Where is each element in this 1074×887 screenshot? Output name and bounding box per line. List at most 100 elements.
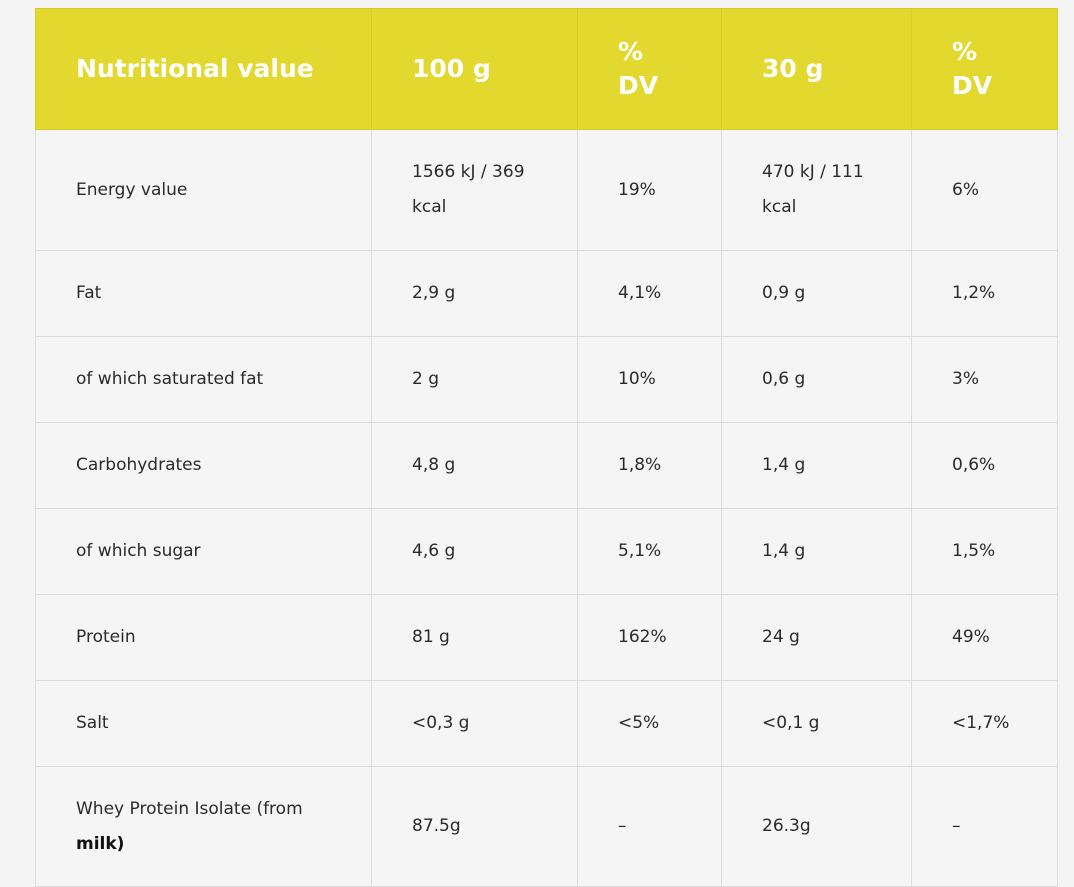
cell-text: 6% (952, 179, 979, 200)
table-row: Carbohydrates 4,8 g 1,8% 1,4 g 0,6% (35, 422, 1058, 509)
cell-text: 0,6% (952, 455, 996, 475)
table-cell: 4,1% (577, 250, 722, 337)
cell-text: 1,2% (952, 283, 996, 303)
table-cell: Salt (35, 680, 372, 767)
cell-text: Energy value (76, 179, 188, 200)
table-cell: of which sugar (35, 508, 372, 595)
cell-text: Carbohydrates (76, 455, 202, 475)
table-cell: 26.3g (721, 766, 912, 887)
cell-text: 10% (618, 369, 656, 389)
table-row: Fat 2,9 g 4,1% 0,9 g 1,2% (35, 250, 1058, 337)
cell-text: 5,1% (618, 541, 662, 561)
table-cell: 19% (577, 129, 722, 251)
table-cell: 0,6 g (721, 336, 912, 423)
table-cell: 1,2% (911, 250, 1058, 337)
cell-text: 1,4 g (762, 541, 806, 561)
table-cell: 1,8% (577, 422, 722, 509)
cell-text: 162% (618, 627, 667, 647)
cell-text: 1,5% (952, 541, 996, 561)
cell-text-bold: milk) (76, 833, 125, 854)
cell-text: 24 g (762, 627, 800, 647)
table-row: of which sugar 4,6 g 5,1% 1,4 g 1,5% (35, 508, 1058, 595)
cell-text: – (952, 816, 961, 836)
header-text: % DV (618, 37, 659, 100)
table-cell: 24 g (721, 594, 912, 681)
table-cell: 4,6 g (371, 508, 578, 595)
table-row: Whey Protein Isolate (from milk) 87.5g – 26… (35, 766, 1058, 887)
table-row: Salt <0,3 g <5% <0,1 g <1,7% (35, 680, 1058, 767)
cell-text: of which sugar (76, 541, 201, 561)
cell-text: <5% (618, 713, 660, 733)
table-cell: – (911, 766, 1058, 887)
table-cell: 162% (577, 594, 722, 681)
table-row: Energy value 1566 kJ / 369 kcal 19% 470 kJ … (35, 129, 1058, 251)
cell-text: 2 g (412, 369, 440, 389)
nutrition-table: Nutritional value 100 g % DV 30 g % DV Energ… (35, 8, 1058, 887)
table-row: of which saturated fat 2 g 10% 0,6 g 3% (35, 336, 1058, 423)
table-cell: 81 g (371, 594, 578, 681)
table-cell: Fat (35, 250, 372, 337)
header-cell: 100 g (371, 8, 578, 130)
header-row: Nutritional value 100 g % DV 30 g % DV (35, 8, 1058, 130)
table-cell: 10% (577, 336, 722, 423)
table-cell: Energy value (35, 129, 372, 251)
cell-text: 4,1% (618, 283, 662, 303)
cell-text: 3% (952, 369, 979, 389)
table-cell: 49% (911, 594, 1058, 681)
table-cell: 470 kJ / 111 kcal (721, 129, 912, 251)
table-cell: Protein (35, 594, 372, 681)
cell-text: 26.3g (762, 816, 811, 836)
table-header: Nutritional value 100 g % DV 30 g % DV (35, 8, 1058, 130)
header-cell: % DV (911, 8, 1058, 130)
table-cell: 0,6% (911, 422, 1058, 509)
cell-text: 87.5g (412, 816, 461, 836)
header-text: 30 g (762, 54, 824, 83)
cell-text: 0,9 g (762, 283, 806, 303)
header-text: 100 g (412, 54, 491, 83)
table-cell: <0,3 g (371, 680, 578, 767)
table-cell: <5% (577, 680, 722, 767)
cell-text: Protein (76, 627, 136, 647)
table-cell: 4,8 g (371, 422, 578, 509)
cell-text: 1,4 g (762, 455, 806, 475)
cell-text: 81 g (412, 627, 450, 647)
table-cell: Whey Protein Isolate (from milk) (35, 766, 372, 887)
table-cell: 0,9 g (721, 250, 912, 337)
cell-text: 1,8% (618, 455, 662, 475)
table-cell: 5,1% (577, 508, 722, 595)
header-text: Nutritional value (76, 54, 314, 83)
table-cell: 6% (911, 129, 1058, 251)
cell-text: 0,6 g (762, 369, 806, 389)
cell-text: 4,8 g (412, 455, 456, 475)
table-cell: 2 g (371, 336, 578, 423)
table-cell: Carbohydrates (35, 422, 372, 509)
table-cell: 87.5g (371, 766, 578, 887)
cell-text: <1,7% (952, 713, 1010, 733)
cell-text: 2,9 g (412, 283, 456, 303)
header-text: % DV (952, 37, 993, 100)
table-cell: <1,7% (911, 680, 1058, 767)
cell-text: Salt (76, 713, 109, 733)
table-cell: of which saturated fat (35, 336, 372, 423)
table-body: Energy value 1566 kJ / 369 kcal 19% 470 kJ … (35, 129, 1058, 887)
cell-text: <0,3 g (412, 713, 470, 733)
table-cell: 2,9 g (371, 250, 578, 337)
table-cell: 1566 kJ / 369 kcal (371, 129, 578, 251)
cell-text: Fat (76, 283, 102, 303)
table-cell: – (577, 766, 722, 887)
table-cell: 1,4 g (721, 508, 912, 595)
cell-text: – (618, 816, 627, 836)
cell-text: Whey Protein Isolate (from (76, 798, 303, 819)
cell-text: of which saturated fat (76, 369, 264, 389)
cell-text: 4,6 g (412, 541, 456, 561)
cell-text: 470 kJ / 111 kcal (762, 162, 864, 217)
header-cell: 30 g (721, 8, 912, 130)
table-cell: 3% (911, 336, 1058, 423)
table-row: Protein 81 g 162% 24 g 49% (35, 594, 1058, 681)
table-cell: 1,4 g (721, 422, 912, 509)
cell-text: 19% (618, 179, 656, 200)
table-cell: <0,1 g (721, 680, 912, 767)
header-cell: Nutritional value (35, 8, 372, 130)
cell-text: <0,1 g (762, 713, 820, 733)
